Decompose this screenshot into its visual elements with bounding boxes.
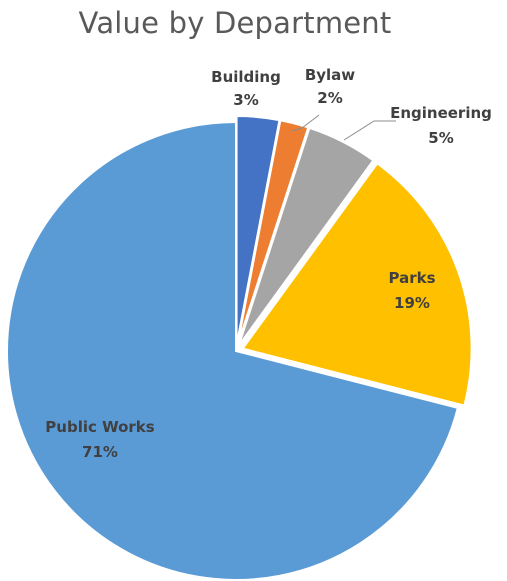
data-label-category-bylaw: Bylaw xyxy=(305,66,355,84)
data-label-category-engineering: Engineering xyxy=(390,104,492,122)
leader-line-engineering xyxy=(343,120,396,141)
leader-lines xyxy=(291,114,396,141)
pie-slice-engineering xyxy=(237,126,375,347)
data-label-category-building: Building xyxy=(211,68,281,86)
data-label-category-public-works: Public Works xyxy=(45,418,154,436)
data-label-value-bylaw: 2% xyxy=(317,89,342,107)
data-labels: Building 3% Bylaw 2% Engineering 5% Parks 19% Pu… xyxy=(45,66,492,461)
pie-slice-public-works xyxy=(6,120,460,581)
data-label-value-building: 3% xyxy=(233,91,258,109)
data-label-category-parks: Parks xyxy=(388,269,435,287)
chart-title: Value by Department xyxy=(78,6,392,40)
pie-slice-bylaw xyxy=(236,119,310,346)
pie-slice-parks xyxy=(240,161,473,407)
data-label-value-engineering: 5% xyxy=(428,129,453,147)
leader-line-bylaw xyxy=(291,114,320,132)
pie-slices xyxy=(6,115,473,581)
data-label-value-parks: 19% xyxy=(394,294,430,312)
data-label-value-public-works: 71% xyxy=(82,443,118,461)
